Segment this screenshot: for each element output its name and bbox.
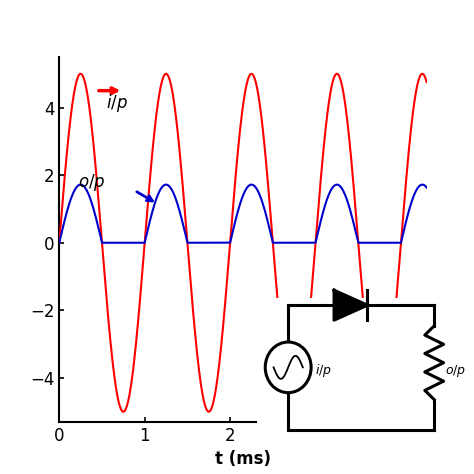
Text: $o/p$: $o/p$ [445, 363, 466, 379]
Circle shape [265, 342, 311, 392]
X-axis label: t (ms): t (ms) [215, 450, 271, 468]
Bar [257, 298, 445, 441]
Text: $i/p$: $i/p$ [106, 91, 128, 114]
Text: $i/p$: $i/p$ [315, 362, 332, 379]
Text: $o/p$: $o/p$ [78, 172, 106, 193]
Polygon shape [334, 290, 367, 320]
